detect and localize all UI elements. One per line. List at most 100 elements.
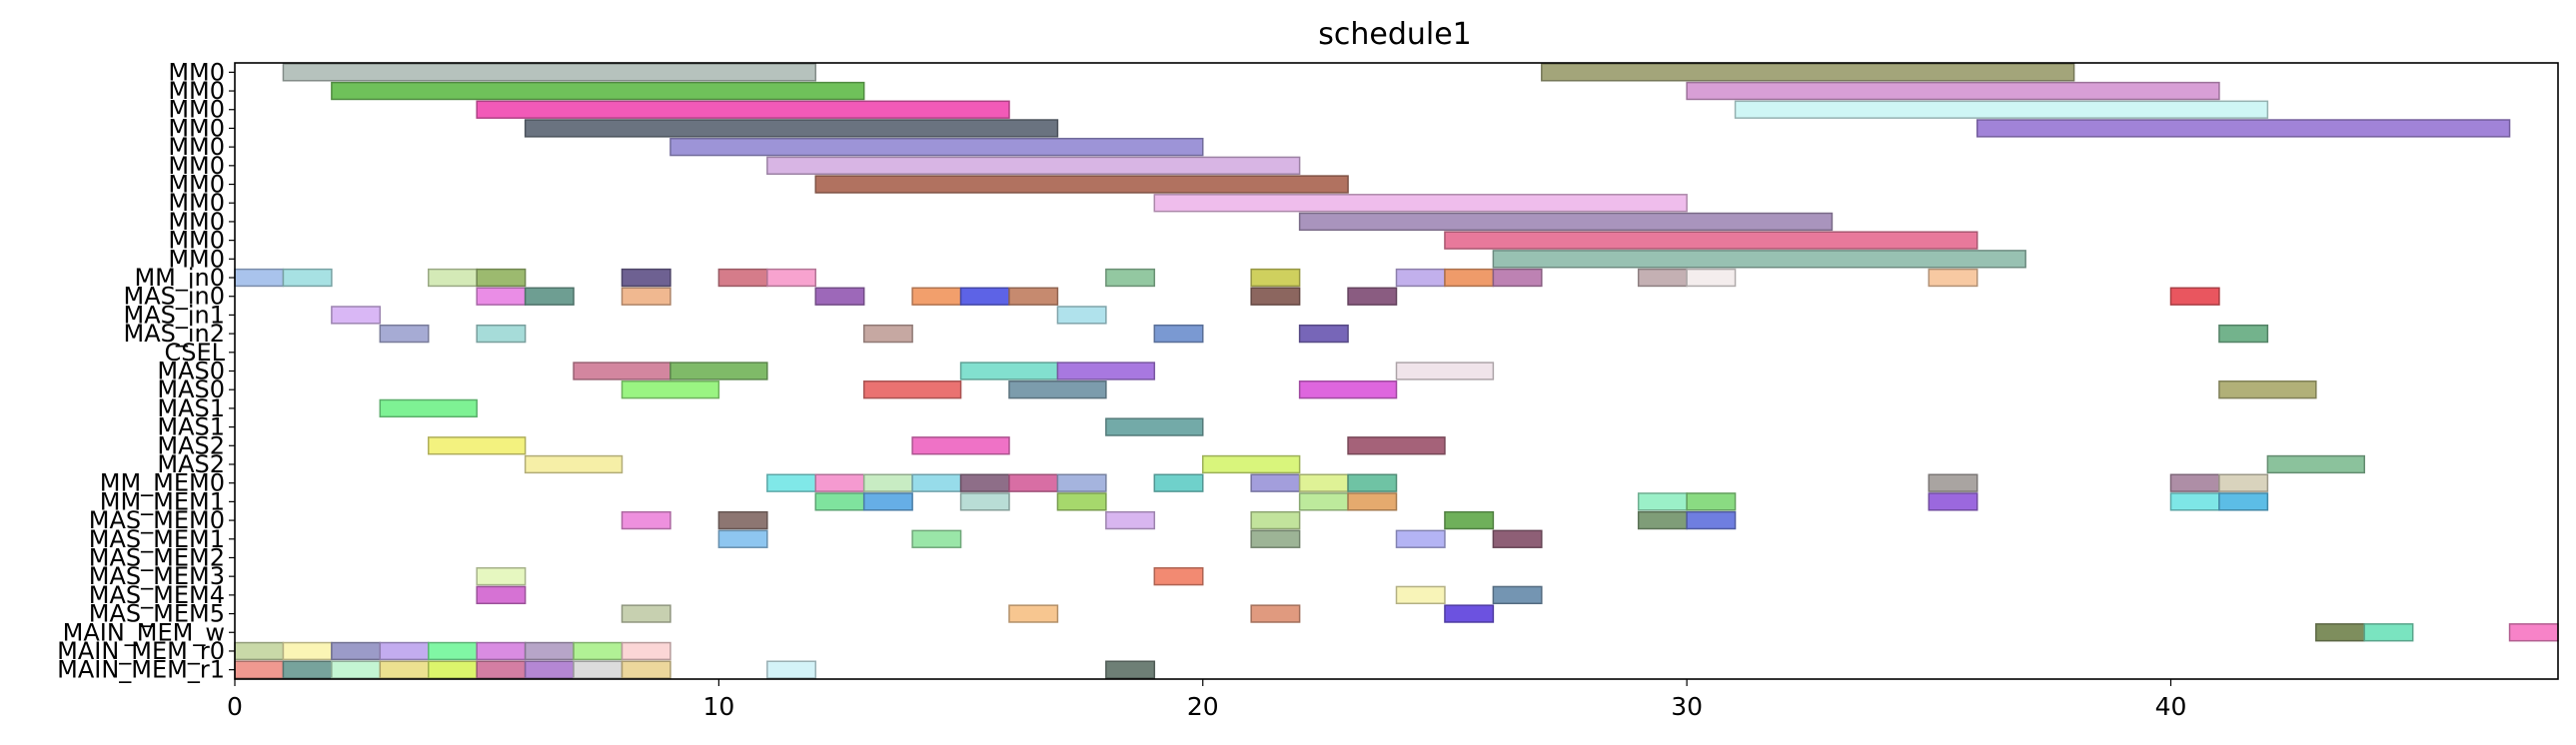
task-bar	[1492, 268, 1543, 288]
x-tick-label: 0	[227, 692, 243, 721]
task-bar	[621, 660, 671, 679]
y-tick-label: MAS2	[157, 431, 225, 459]
y-tick-label: MM0	[168, 58, 225, 86]
task-bar	[476, 287, 527, 306]
task-bar	[1250, 529, 1301, 548]
y-tick-label: MAS_in2	[123, 320, 225, 348]
task-bar	[2218, 492, 2269, 511]
task-bar	[1686, 268, 1737, 288]
task-bar	[1298, 492, 1349, 511]
task-bar	[379, 641, 430, 661]
task-bar	[862, 324, 913, 344]
task-bar	[1008, 287, 1059, 306]
task-bar	[1492, 585, 1543, 605]
y-tick-label: MM0	[168, 77, 225, 105]
task-bar	[2266, 454, 2365, 474]
task-bar	[814, 492, 865, 511]
x-tick-label: 20	[1187, 692, 1219, 721]
task-bar	[1347, 473, 1398, 492]
task-bar	[476, 585, 527, 605]
task-bar	[766, 268, 816, 288]
task-bar	[862, 380, 962, 399]
task-bar	[1008, 604, 1059, 623]
task-bar	[234, 660, 285, 679]
task-bar	[959, 287, 1010, 306]
task-bar	[621, 380, 720, 399]
y-tick-label: MAS0	[157, 375, 225, 403]
task-bar	[524, 287, 575, 306]
task-bar	[717, 510, 768, 530]
task-bar	[1976, 119, 2511, 138]
task-bar	[1637, 510, 1688, 530]
y-tick-label: MM_MEM0	[100, 469, 225, 497]
task-bar	[766, 473, 816, 492]
task-bar	[1347, 436, 1446, 455]
task-bar	[282, 641, 333, 661]
y-tick-label: MM0	[168, 208, 225, 236]
task-bar	[1250, 473, 1301, 492]
y-tick-label: MAS1	[157, 394, 225, 422]
task-bar	[524, 660, 575, 679]
y-tick-label: MAS_in0	[123, 283, 225, 311]
task-bar	[1153, 194, 1688, 213]
task-bar	[1250, 287, 1301, 306]
y-tick-label: MM0	[168, 227, 225, 255]
y-tick-label: MAIN_MEM_r1	[57, 656, 225, 684]
task-bar	[476, 641, 527, 661]
task-bar	[1395, 529, 1446, 548]
y-tick-label: MAIN_MEM_r0	[57, 637, 225, 665]
task-bar	[1008, 473, 1059, 492]
y-tick-label: MAS2	[157, 450, 225, 478]
y-tick-label: CSEL	[164, 339, 225, 367]
task-bar	[1395, 268, 1446, 288]
task-bar	[573, 362, 671, 380]
chart-title: schedule1	[1318, 17, 1472, 52]
task-bar	[2218, 324, 2269, 344]
task-bar	[1153, 324, 1204, 344]
task-bar	[911, 287, 962, 306]
task-bar	[814, 175, 1349, 194]
task-bar	[911, 529, 962, 548]
task-bar	[621, 268, 671, 288]
task-bar	[282, 268, 333, 288]
y-tick-label: MAS_MEM5	[89, 600, 225, 628]
task-bar	[1105, 660, 1156, 679]
task-bar	[2169, 287, 2220, 306]
task-bar	[621, 641, 671, 661]
task-bar	[379, 398, 478, 418]
task-bar	[476, 567, 527, 586]
y-tick-label: MM0	[168, 133, 225, 161]
task-bar	[959, 492, 1010, 511]
task-bar	[1686, 81, 2220, 101]
x-tick-label: 10	[702, 692, 734, 721]
task-bar	[476, 100, 1010, 119]
task-bar	[1105, 268, 1156, 288]
task-bar	[621, 287, 671, 306]
task-bar	[717, 529, 768, 548]
y-tick-label: MAS_MEM0	[89, 506, 225, 534]
y-tick-label: MM0	[168, 114, 225, 142]
task-bar	[1298, 473, 1349, 492]
task-bar	[1008, 380, 1107, 399]
task-bar	[766, 660, 816, 679]
task-bar	[959, 473, 1010, 492]
task-bar	[911, 473, 962, 492]
task-bar	[1686, 510, 1737, 530]
task-bar	[621, 604, 671, 623]
task-bar	[331, 641, 382, 661]
task-bar	[2508, 623, 2559, 642]
task-bar	[282, 660, 333, 679]
task-bar	[1395, 585, 1446, 605]
task-bar	[282, 63, 816, 82]
y-tick-label: MAS_MEM2	[89, 543, 225, 571]
task-bar	[2169, 473, 2220, 492]
task-bar	[1250, 268, 1301, 288]
task-bar	[1056, 306, 1107, 325]
task-bar	[1298, 380, 1398, 399]
task-bar	[1105, 510, 1156, 530]
task-bar	[1637, 268, 1688, 288]
task-bar	[1686, 492, 1737, 511]
task-bar	[1928, 492, 1978, 511]
y-tick-label: MAS_MEM3	[89, 562, 225, 590]
